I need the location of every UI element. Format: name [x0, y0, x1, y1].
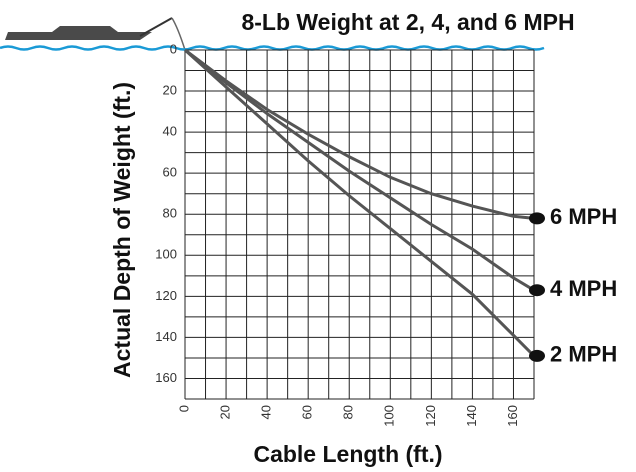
end-marker: [529, 350, 545, 362]
x-tick-label: 0: [176, 405, 191, 412]
x-tick-label: 100: [382, 405, 397, 427]
x-tick-label: 120: [423, 405, 438, 427]
x-tick-label: 40: [259, 405, 274, 419]
water-line: [0, 47, 544, 50]
end-marker: [529, 284, 545, 296]
x-tick-label: 80: [341, 405, 356, 419]
x-tick-label: 60: [300, 405, 315, 419]
y-tick-label: 120: [155, 288, 177, 303]
data-line: [185, 50, 534, 218]
x-tick-label: 160: [505, 405, 520, 427]
y-tick-label: 160: [155, 370, 177, 385]
y-tick-label: 20: [163, 82, 177, 97]
boat: [5, 18, 185, 50]
chart: 8-Lb Weight at 2, 4, and 6 MPH Cable Len…: [0, 0, 636, 472]
y-tick-label: 60: [163, 165, 177, 180]
data-line: [185, 50, 534, 290]
series-label: 2 MPH: [550, 342, 617, 367]
y-tick-label: 0: [170, 41, 177, 56]
y-axis-label: Actual Depth of Weight (ft.): [109, 82, 135, 378]
chart-title: 8-Lb Weight at 2, 4, and 6 MPH: [241, 9, 574, 35]
y-tick-label: 80: [163, 206, 177, 221]
series-label: 4 MPH: [550, 276, 617, 301]
y-tick-label: 40: [163, 124, 177, 139]
x-axis-label: Cable Length (ft.): [253, 441, 442, 467]
data-line: [185, 50, 534, 356]
series-label: 6 MPH: [550, 204, 617, 229]
end-marker: [529, 212, 545, 224]
x-tick-label: 140: [464, 405, 479, 427]
y-tick-label: 100: [155, 247, 177, 262]
y-tick-label: 140: [155, 329, 177, 344]
x-tick-label: 20: [217, 405, 232, 419]
